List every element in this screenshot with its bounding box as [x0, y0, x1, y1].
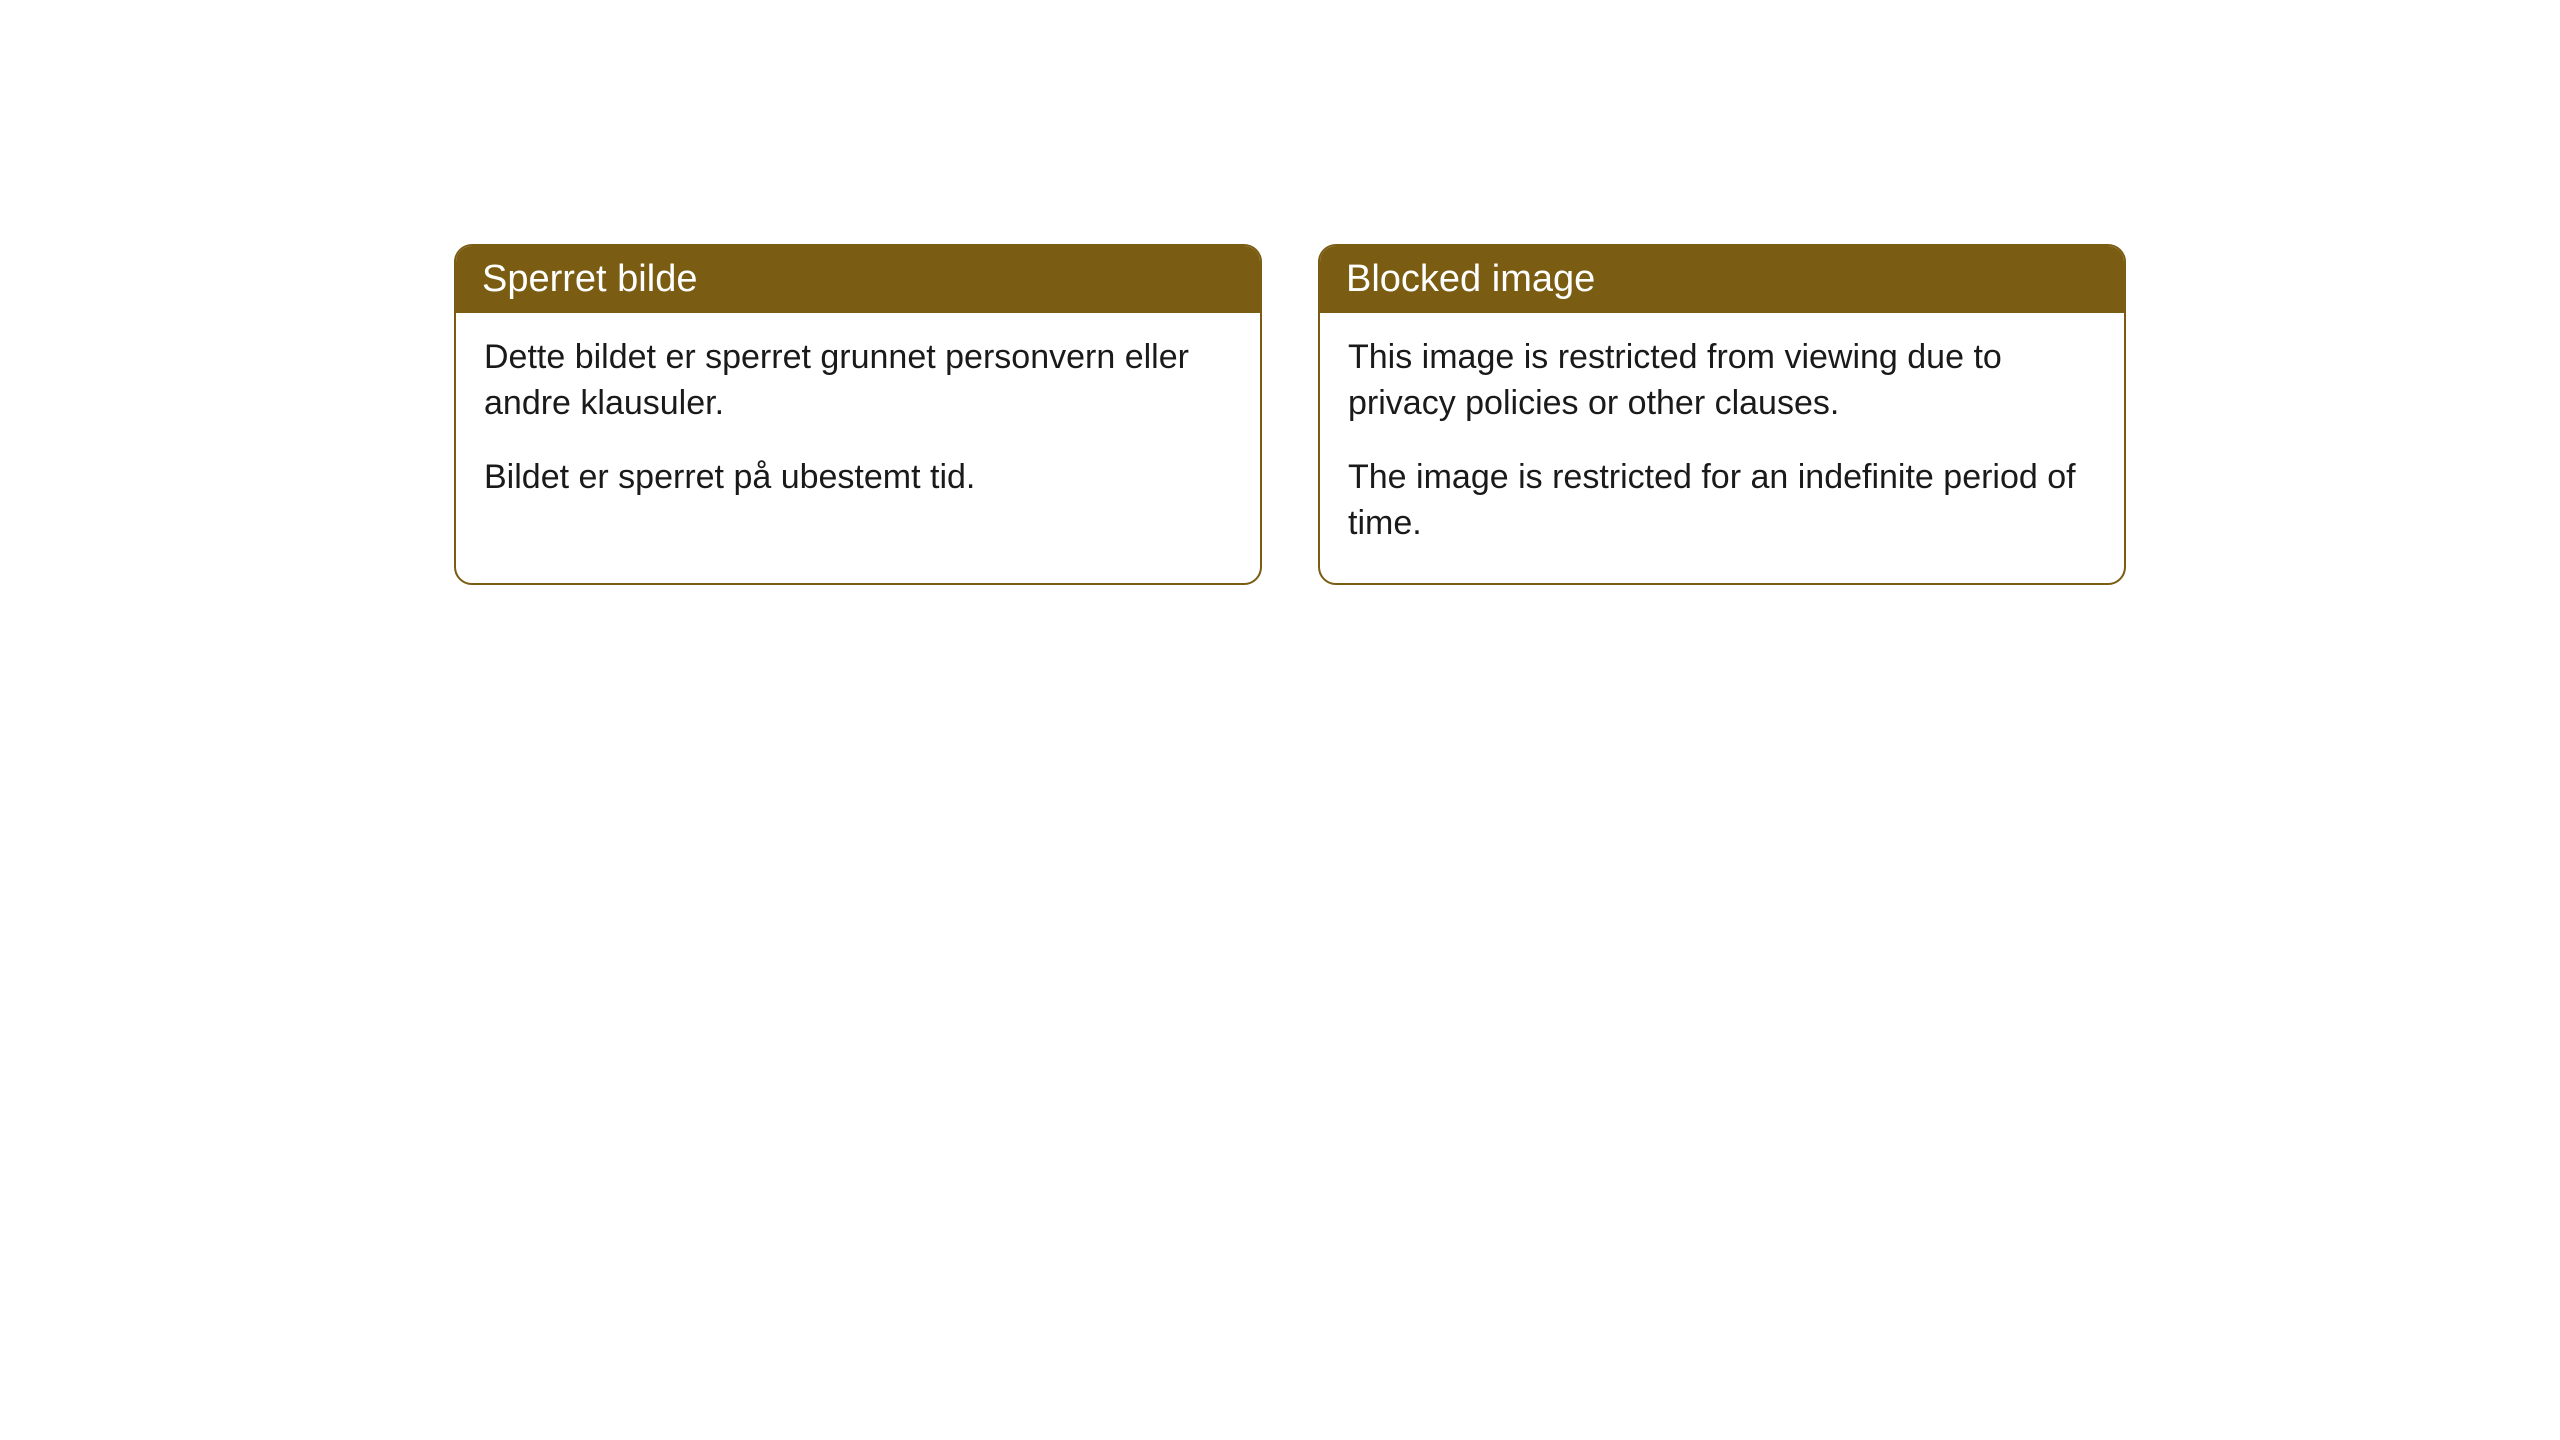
notice-text-line2: Bildet er sperret på ubestemt tid. [484, 455, 1232, 501]
notice-body-english: This image is restricted from viewing du… [1320, 313, 2124, 583]
notice-box-english: Blocked image This image is restricted f… [1318, 244, 2126, 585]
notice-body-norwegian: Dette bildet er sperret grunnet personve… [456, 313, 1260, 537]
notice-header-norwegian: Sperret bilde [456, 246, 1260, 313]
notice-box-norwegian: Sperret bilde Dette bildet er sperret gr… [454, 244, 1262, 585]
notice-text-line1: This image is restricted from viewing du… [1348, 335, 2096, 427]
notice-text-line2: The image is restricted for an indefinit… [1348, 455, 2096, 547]
notice-text-line1: Dette bildet er sperret grunnet personve… [484, 335, 1232, 427]
notice-header-english: Blocked image [1320, 246, 2124, 313]
notice-container: Sperret bilde Dette bildet er sperret gr… [0, 0, 2560, 585]
